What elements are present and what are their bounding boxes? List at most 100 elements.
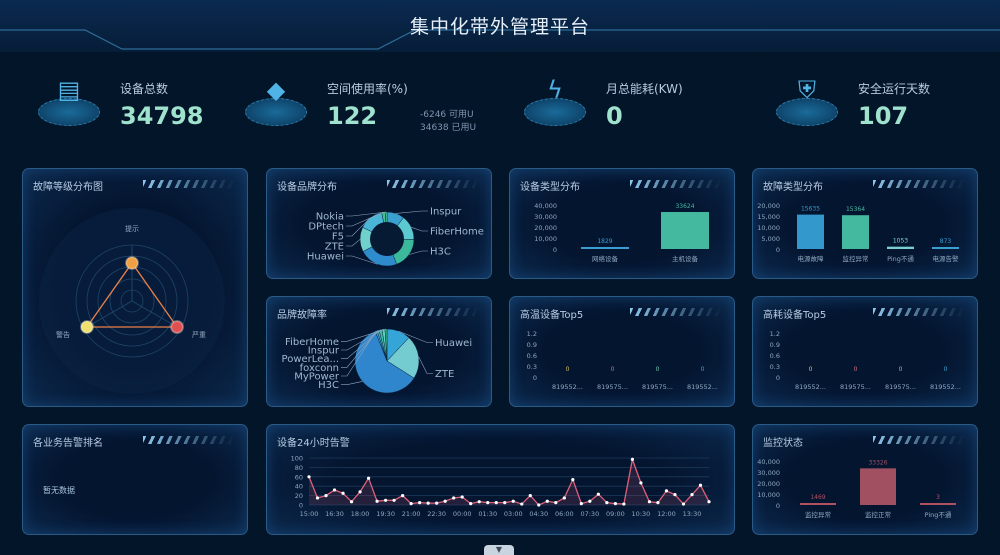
y-tick-label: 0.6 — [527, 352, 537, 360]
y-tick-label: 0 — [776, 502, 780, 510]
panel-title: 品牌故障率 — [277, 310, 327, 321]
bar — [661, 212, 709, 249]
data-point — [435, 501, 439, 505]
bar — [932, 247, 959, 249]
data-point — [349, 500, 354, 504]
x-tick-label: 04:30 — [529, 510, 548, 518]
slice-label: ZTE — [325, 242, 344, 253]
shield-icon: ⛨ — [798, 76, 816, 104]
pedestal — [245, 98, 307, 126]
panel-24h-alarm: 设备24小时告警 100 80 60 40 20 0 15:00 16:30 18:00 19:30… — [266, 424, 735, 535]
data-point — [486, 501, 490, 505]
radar-indicator-label: 严重 — [192, 331, 206, 339]
data-point — [605, 501, 609, 505]
y-tick-label: 30,000 — [757, 469, 780, 477]
label-line — [395, 210, 428, 214]
data-point — [520, 502, 524, 506]
page-title: 集中化带外管理平台 — [409, 16, 590, 38]
x-tick-label: 12:00 — [657, 510, 676, 518]
y-tick-label: 10,000 — [757, 491, 780, 499]
panel-title: 监控状态 — [763, 438, 803, 449]
panel-title: 故障等级分布图 — [33, 182, 103, 193]
expand-toggle-button[interactable]: ▼ — [484, 545, 514, 555]
y-tick-label: 0.3 — [770, 363, 780, 371]
kpi-value: 107 — [858, 102, 909, 130]
y-tick-label: 0.9 — [770, 341, 780, 349]
panel-title: 设备品牌分布 — [277, 182, 337, 193]
panel-title: 故障类型分布 — [763, 182, 823, 193]
data-point — [698, 483, 703, 487]
y-tick-label: 0 — [533, 374, 537, 382]
data-label: 0 — [701, 366, 705, 373]
y-tick-label: 0 — [299, 502, 303, 510]
x-tick-label: 19:30 — [376, 510, 395, 518]
decor-stripes — [630, 308, 722, 316]
x-tick-label: 06:00 — [555, 510, 574, 518]
x-tick-label: 03:00 — [504, 510, 523, 518]
panel-title: 设备24小时告警 — [277, 438, 350, 449]
data-label: 33624 — [675, 203, 694, 210]
label-line — [341, 328, 384, 351]
data-point — [681, 502, 686, 506]
slice-label: ZTE — [435, 369, 454, 380]
y-tick-label: 1.2 — [770, 330, 780, 338]
data-label: 33326 — [868, 459, 887, 466]
chart: 1.2 0.9 0.6 0.3 0 0 819552... 0 819575... 0 819575… — [527, 330, 718, 391]
x-tick-label: 819575... — [597, 383, 628, 391]
bar — [581, 246, 629, 249]
data-label: 15635 — [801, 206, 820, 213]
data-point — [528, 494, 532, 498]
header: 集中化带外管理平台 — [0, 0, 1000, 52]
data-point — [613, 501, 617, 506]
y-tick-label: 30,000 — [534, 213, 557, 221]
data-point — [596, 492, 600, 496]
panel-fault-level: 故障等级分布图 提示 严重 警告 — [22, 168, 248, 407]
y-tick-label: 5,000 — [761, 235, 780, 243]
data-label: 0 — [656, 366, 660, 373]
data-point — [503, 501, 507, 505]
x-tick-label: 819552... — [795, 383, 826, 391]
label-line — [418, 356, 433, 374]
radar-indicator-label: 警告 — [56, 330, 70, 339]
panel-title: 设备类型分布 — [520, 182, 580, 193]
decor-stripes — [873, 180, 965, 188]
x-tick-label: 电源告警 — [933, 254, 960, 263]
y-tick-label: 20 — [295, 492, 303, 500]
data-point — [622, 502, 626, 506]
data-point — [656, 501, 660, 505]
data-point — [639, 481, 643, 485]
y-tick-label: 20,000 — [757, 480, 780, 488]
data-point — [366, 476, 371, 480]
data-label: 1053 — [893, 238, 908, 245]
kpi-label: 空间使用率(%) — [327, 82, 408, 96]
slice-label: FiberHome — [430, 227, 484, 238]
data-point — [341, 491, 345, 495]
kpi-label: 月总能耗(KW) — [606, 82, 683, 96]
slice-label: Inspur — [308, 346, 340, 357]
cube-icon: ◆ — [266, 76, 286, 104]
data-point — [324, 494, 328, 498]
slice-label: Huawei — [435, 338, 472, 349]
slice-label: Inspur — [430, 207, 462, 218]
slice-label: F5 — [332, 232, 344, 243]
panel-fault-type: 故障类型分布 20,000 15,000 10,000 5,000 0 15635 电源故障 1… — [752, 168, 978, 279]
label-line — [341, 328, 387, 342]
panel-brand-distribution: 设备品牌分布 Inspur FiberHome H3C Nokia DPtech F5 ZTE… — [266, 168, 492, 279]
donut-hole — [370, 222, 404, 256]
panel-title: 高耗设备Top5 — [763, 310, 827, 321]
radar-point — [170, 320, 185, 334]
x-tick-label: 监控正常 — [865, 510, 891, 519]
x-tick-label: 819575... — [840, 383, 871, 391]
y-tick-label: 0 — [553, 246, 557, 254]
x-tick-label: 网络设备 — [592, 254, 619, 263]
x-tick-label: Ping不通 — [925, 510, 952, 519]
data-point — [571, 478, 575, 482]
slice-label: Huawei — [307, 252, 344, 263]
y-tick-label: 10,000 — [534, 235, 557, 243]
label-line — [346, 211, 384, 227]
label-line — [341, 381, 363, 385]
data-point — [383, 498, 388, 502]
pedestal — [38, 98, 100, 126]
y-tick-label: 0.3 — [527, 363, 537, 371]
